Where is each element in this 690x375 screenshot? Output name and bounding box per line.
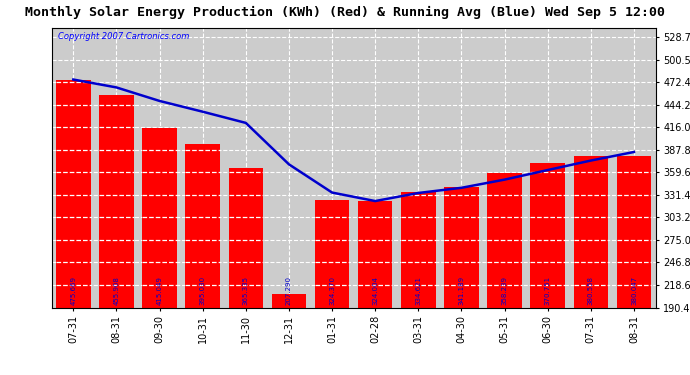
Text: 341.189: 341.189 — [458, 276, 464, 305]
Bar — [487, 173, 522, 308]
Bar — [358, 201, 393, 308]
Text: Monthly Solar Energy Production (KWh) (Red) & Running Avg (Blue) Wed Sep 5 12:00: Monthly Solar Energy Production (KWh) (R… — [25, 6, 665, 19]
Bar — [617, 156, 651, 308]
Text: 380.558: 380.558 — [588, 276, 594, 305]
Bar — [142, 128, 177, 308]
Text: 370.751: 370.751 — [544, 276, 551, 305]
Text: 380.047: 380.047 — [631, 276, 637, 305]
Bar — [315, 201, 349, 308]
Text: 358.239: 358.239 — [502, 276, 508, 305]
Text: 395.030: 395.030 — [199, 276, 206, 305]
Bar — [573, 156, 608, 308]
Text: 334.621: 334.621 — [415, 276, 422, 305]
Bar — [401, 192, 435, 308]
Text: 455.908: 455.908 — [113, 276, 119, 305]
Bar — [272, 294, 306, 307]
Bar — [228, 168, 263, 308]
Text: 475.669: 475.669 — [70, 276, 77, 305]
Bar — [531, 164, 565, 308]
Bar — [444, 187, 479, 308]
Text: 324.004: 324.004 — [372, 276, 378, 305]
Text: 415.049: 415.049 — [157, 276, 163, 305]
Text: Copyright 2007 Cartronics.com: Copyright 2007 Cartronics.com — [58, 32, 189, 41]
Text: 365.335: 365.335 — [243, 276, 249, 305]
Text: 207.290: 207.290 — [286, 276, 292, 305]
Bar — [99, 95, 134, 308]
Bar — [186, 144, 220, 308]
Text: 324.370: 324.370 — [329, 276, 335, 305]
Bar — [56, 80, 90, 308]
